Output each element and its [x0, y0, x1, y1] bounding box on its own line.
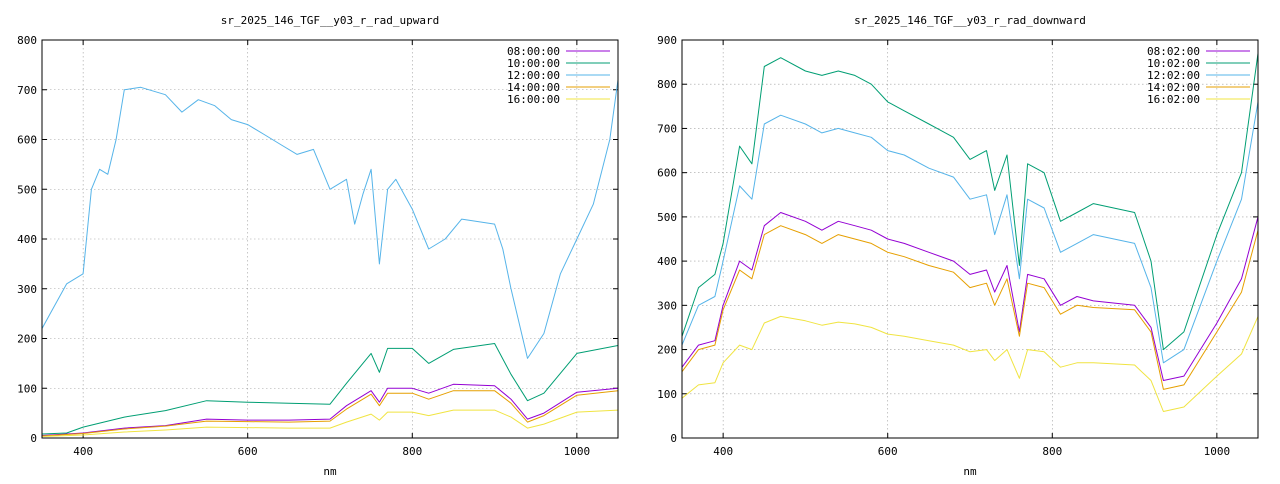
series-line-140000 [42, 390, 618, 437]
series-line-140200 [682, 225, 1258, 390]
series-line-120200 [682, 101, 1258, 364]
y-tick-label: 600 [657, 167, 677, 180]
y-tick-label: 300 [17, 283, 37, 296]
y-tick-label: 0 [30, 432, 37, 445]
legend-label: 14:02:00 [1147, 81, 1200, 94]
y-tick-label: 500 [657, 211, 677, 224]
chart-title: sr_2025_146_TGF__y03_r_rad_upward [221, 14, 440, 27]
legend-label: 16:00:00 [507, 93, 560, 106]
y-tick-label: 200 [657, 344, 677, 357]
x-tick-label: 400 [713, 445, 733, 458]
series-line-160200 [682, 315, 1258, 412]
y-tick-label: 500 [17, 183, 37, 196]
series-line-100200 [682, 53, 1258, 351]
y-tick-label: 0 [670, 432, 677, 445]
x-tick-label: 1000 [564, 445, 591, 458]
chart-upward: sr_2025_146_TGF__y03_r_rad_upward 0 100 200… [17, 14, 619, 478]
legend-label: 12:02:00 [1147, 69, 1200, 82]
legend-label: 16:02:00 [1147, 93, 1200, 106]
series-line-160000 [42, 409, 618, 437]
chart-downward: sr_2025_146_TGF__y03_r_rad_downward 0 100 2… [657, 14, 1259, 478]
series-line-080000 [42, 383, 618, 436]
plot-frame [681, 39, 1259, 439]
x-tick-label: 600 [878, 445, 898, 458]
plot-frame [41, 39, 619, 439]
legend-label: 08:00:00 [507, 45, 560, 58]
x-axis-label: nm [323, 465, 337, 478]
y-tick-label: 700 [17, 84, 37, 97]
x-tick-label: 800 [402, 445, 422, 458]
series-line-120000 [42, 79, 618, 359]
series-line-100000 [42, 343, 618, 435]
legend-label: 10:00:00 [507, 57, 560, 70]
legend-label: 08:02:00 [1147, 45, 1200, 58]
chart-title: sr_2025_146_TGF__y03_r_rad_downward [854, 14, 1086, 27]
y-tick-label: 400 [17, 233, 37, 246]
x-tick-label: 400 [73, 445, 93, 458]
legend-label: 14:00:00 [507, 81, 560, 94]
y-tick-label: 100 [657, 388, 677, 401]
y-tick-label: 800 [17, 34, 37, 47]
y-tick-label: 100 [17, 382, 37, 395]
legend-label: 10:02:00 [1147, 57, 1200, 70]
y-tick-label: 700 [657, 122, 677, 135]
x-tick-label: 1000 [1204, 445, 1231, 458]
y-tick-label: 300 [657, 299, 677, 312]
y-tick-label: 800 [657, 78, 677, 91]
y-tick-label: 600 [17, 134, 37, 147]
x-axis-label: nm [963, 465, 977, 478]
x-tick-label: 600 [238, 445, 258, 458]
y-tick-label: 200 [17, 333, 37, 346]
y-tick-label: 900 [657, 34, 677, 47]
series-line-080200 [682, 212, 1258, 381]
x-tick-label: 800 [1042, 445, 1062, 458]
y-tick-label: 400 [657, 255, 677, 268]
legend-label: 12:00:00 [507, 69, 560, 82]
